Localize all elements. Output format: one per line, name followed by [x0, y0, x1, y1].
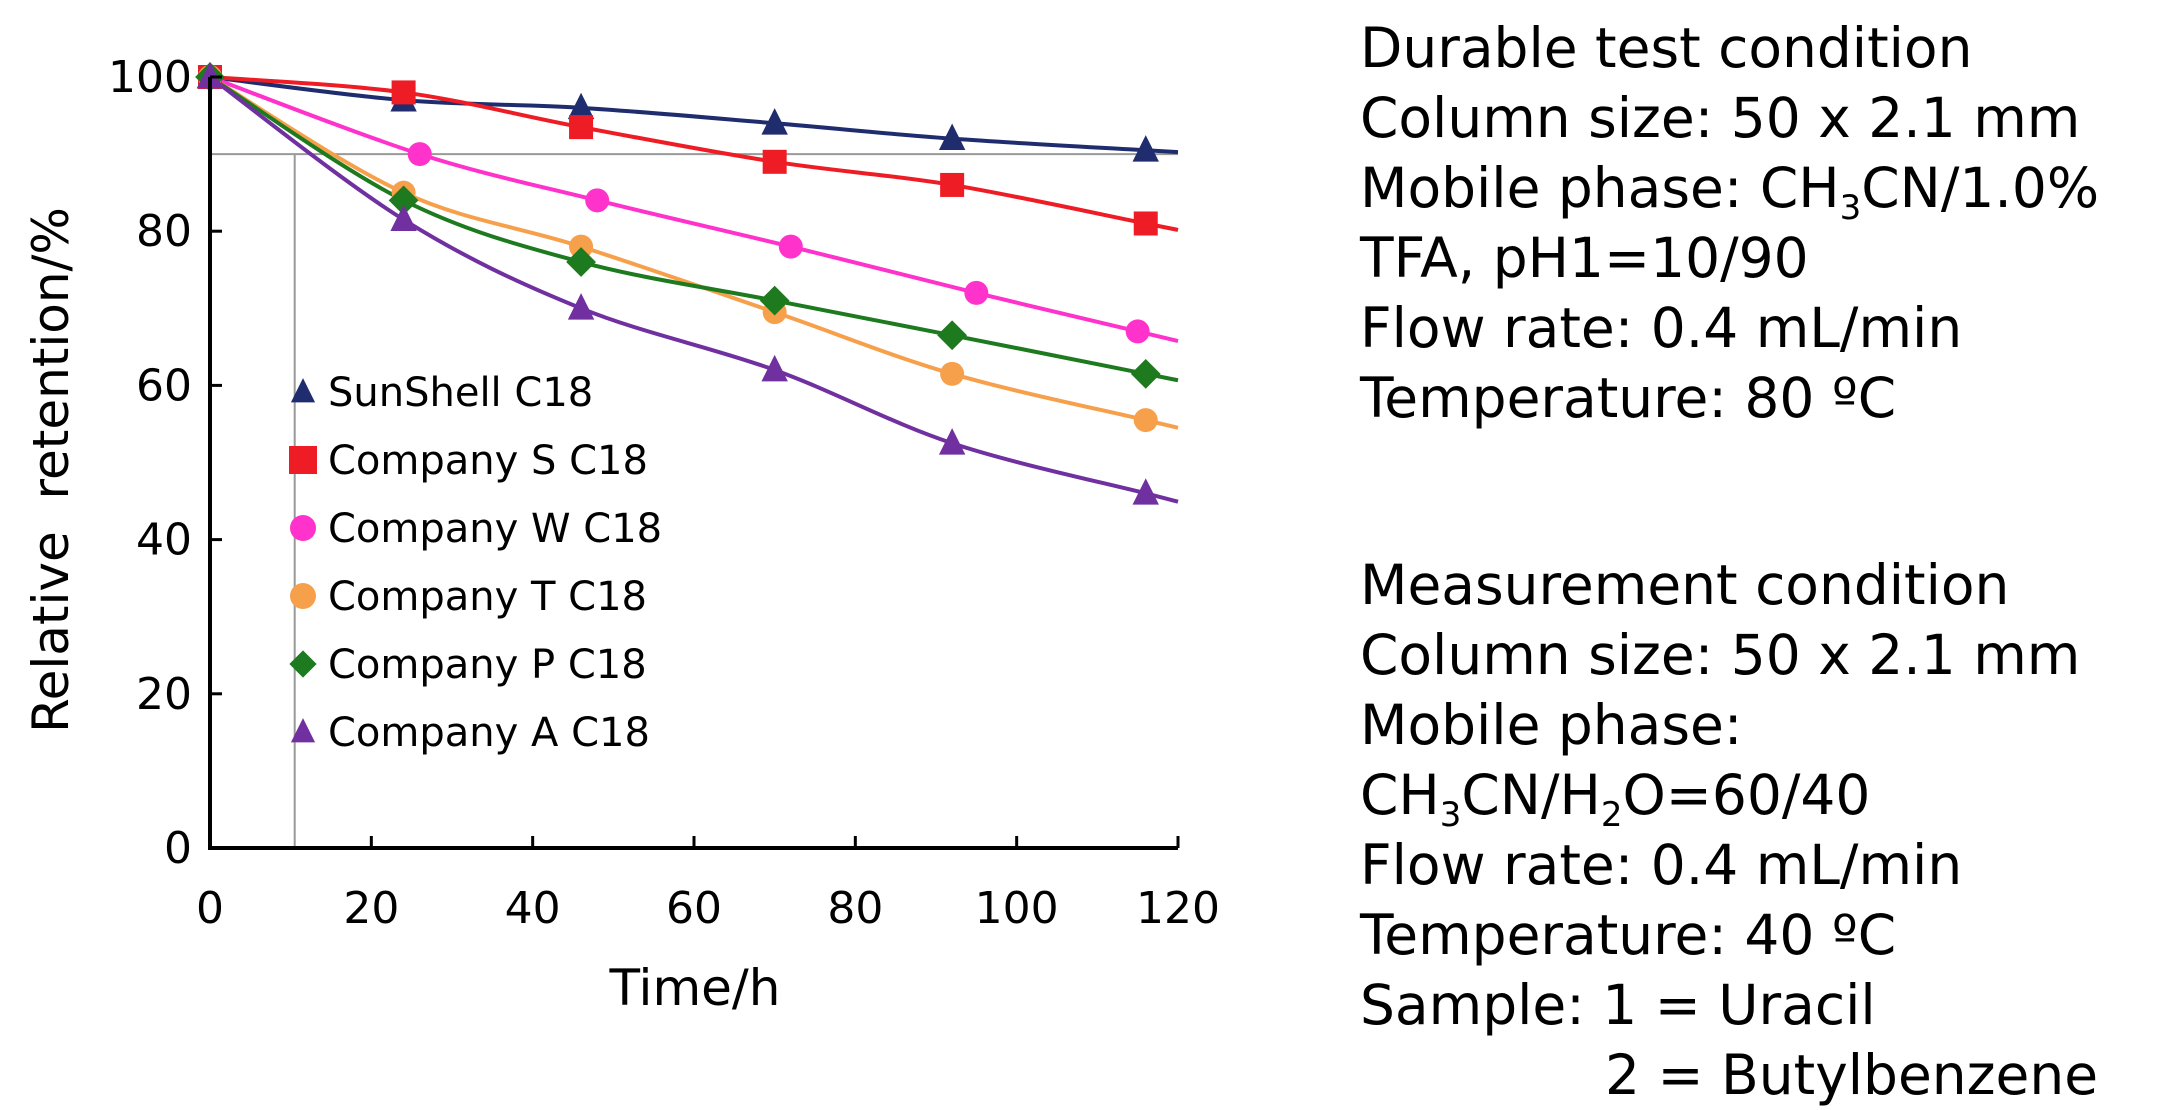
data-point-company-p-c18: [388, 185, 419, 216]
measurement-title: Measurement condition: [1360, 553, 2010, 617]
legend-label-sunshell-c18: SunShell C18: [328, 370, 593, 416]
y-tick-label: 60: [136, 360, 192, 411]
data-point-company-s-c18: [762, 149, 787, 174]
series-line-company-p-c18: [208, 75, 1179, 383]
x-tick-label: 120: [1136, 883, 1220, 934]
measurement-column-size: Column size: 50 x 2.1 mm: [1360, 623, 2081, 687]
series-line-company-t-c18: [208, 75, 1179, 430]
legend-marker-company-a-c18: [290, 718, 316, 743]
series-markers: [195, 61, 1161, 505]
reference-lines: [210, 153, 1178, 848]
legend-marker-company-s-c18: [289, 446, 317, 474]
measurement-condition: Measurement condition Column size: 50 x …: [1360, 550, 2098, 1110]
x-tick-label: 40: [505, 883, 561, 934]
data-point-company-w-c18: [407, 142, 432, 167]
data-point-company-s-c18: [1133, 211, 1158, 236]
data-point-company-s-c18: [569, 115, 594, 140]
series-line-company-a-c18: [208, 75, 1179, 504]
measurement-mobile-phase-value: CH3CN/H2O=60/40: [1360, 763, 1871, 835]
data-point-sunshell-c18: [1132, 135, 1159, 162]
data-point-company-t-c18: [1133, 408, 1158, 433]
plot-axes: [208, 75, 1180, 850]
legend-label-company-w-c18: Company W C18: [328, 506, 662, 552]
data-point-company-w-c18: [585, 188, 610, 213]
durable-column-size: Column size: 50 x 2.1 mm: [1360, 86, 2081, 150]
legend-label-company-a-c18: Company A C18: [328, 710, 650, 756]
data-point-company-t-c18: [940, 361, 965, 386]
chart-legend: SunShell C18 Company S C18 Company W C18 Co…: [289, 370, 662, 756]
data-point-company-a-c18: [390, 204, 417, 231]
legend-label-company-p-c18: Company P C18: [328, 642, 647, 688]
x-axis-title: Time/h: [609, 959, 781, 1017]
data-point-company-s-c18: [391, 80, 416, 105]
data-point-company-w-c18: [964, 280, 989, 305]
y-tick-label: 20: [136, 669, 192, 720]
data-point-company-p-c18: [937, 320, 968, 351]
y-tick-label: 100: [108, 52, 192, 103]
data-point-company-a-c18: [567, 293, 595, 320]
legend-marker-company-t-c18: [290, 583, 316, 609]
y-axis-title: Relative retention/%: [22, 207, 80, 733]
data-point-company-a-c18: [1132, 478, 1159, 505]
measurement-mobile-phase-label: Mobile phase:: [1360, 693, 1743, 757]
x-tick-label: 100: [975, 883, 1059, 934]
y-tick-label: 80: [136, 206, 192, 257]
durable-mobile-phase-line2: TFA, pH1=10/90: [1360, 226, 1809, 290]
legend-marker-company-w-c18: [290, 515, 316, 541]
tick-labels: 0 20 40 60 80 100 120 0 20 40 60 80 100: [108, 52, 1220, 934]
x-tick-label: 60: [666, 883, 722, 934]
durable-mobile-phase: Mobile phase: CH3CN/1.0%: [1360, 156, 2100, 228]
data-point-company-a-c18: [938, 428, 966, 455]
data-point-company-a-c18: [761, 354, 788, 382]
x-tick-label: 0: [196, 883, 224, 934]
durable-title: Durable test condition: [1360, 16, 1973, 80]
measurement-temperature: Temperature: 40 ºC: [1360, 903, 1897, 967]
data-point-company-s-c18: [940, 172, 965, 197]
data-point-company-p-c18: [759, 285, 790, 316]
data-point-company-a-c18: [196, 61, 224, 89]
data-point-company-t-c18: [569, 234, 594, 259]
legend-label-company-t-c18: Company T C18: [328, 574, 647, 620]
data-point-company-p-c18: [566, 247, 596, 277]
data-point-sunshell-c18: [567, 92, 595, 120]
y-tick-label: 0: [164, 823, 192, 874]
durable-temperature: Temperature: 80 ºC: [1360, 366, 1897, 430]
data-point-company-w-c18: [1125, 319, 1150, 344]
durable-flow-rate: Flow rate: 0.4 mL/min: [1360, 296, 1963, 360]
measurement-sample-1: Sample: 1 = Uracil: [1360, 973, 1876, 1037]
x-tick-label: 20: [343, 883, 399, 934]
durable-test-condition: Durable test condition Column size: 50 x…: [1360, 13, 2099, 433]
retention-chart: 0 20 40 60 80 100 120 0 20 40 60 80 100 Time/h Relat…: [22, 52, 1220, 1017]
legend-label-company-s-c18: Company S C18: [328, 438, 648, 484]
measurement-flow-rate: Flow rate: 0.4 mL/min: [1360, 833, 1963, 897]
data-point-company-p-c18: [1130, 358, 1161, 389]
measurement-sample-2: 2 = Butylbenzene: [1605, 1043, 2099, 1107]
legend-marker-sunshell-c18: [290, 378, 316, 403]
x-tick-label: 80: [827, 883, 883, 934]
legend-marker-company-p-c18: [289, 650, 317, 678]
data-point-sunshell-c18: [761, 108, 788, 135]
data-point-company-w-c18: [778, 234, 803, 259]
data-point-sunshell-c18: [938, 123, 966, 151]
y-tick-label: 40: [136, 515, 192, 566]
